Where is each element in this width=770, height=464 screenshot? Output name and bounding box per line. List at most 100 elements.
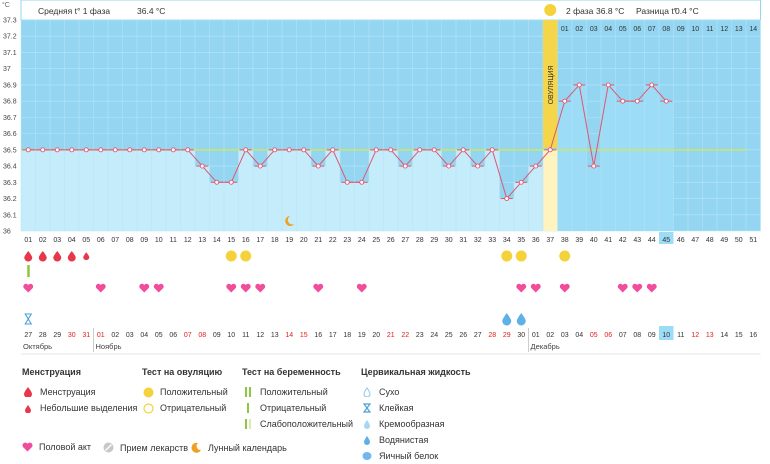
date-label: 18 (343, 332, 351, 339)
temp-bar (572, 84, 587, 231)
temp-bar (195, 166, 210, 231)
temp-point (634, 98, 640, 104)
legend-preg-positive: Положительный (260, 387, 328, 397)
date-label: 23 (416, 332, 424, 339)
temp-bar (282, 149, 297, 231)
cycle-day-label: 05 (82, 237, 90, 244)
temp-bar (166, 149, 181, 231)
date-label: 08 (633, 332, 641, 339)
diff-label: Разница t° (636, 6, 677, 16)
temp-point (112, 147, 118, 153)
phase1-label: Средняя t° 1 фаза (38, 6, 110, 16)
cycle-day-label: 17 (256, 237, 264, 244)
menstruation-drop-icon (53, 251, 62, 262)
cycle-day-label: 30 (445, 237, 453, 244)
y-tick-label: 37 (3, 66, 11, 73)
date-label: 30 (68, 332, 76, 339)
heart-icon (530, 283, 541, 293)
temp-bar (209, 182, 224, 231)
temp-bar (224, 182, 239, 231)
cycle-day-label: 36 (532, 237, 540, 244)
date-label: 04 (140, 332, 148, 339)
date-label: 09 (648, 332, 656, 339)
date-label: 09 (213, 332, 221, 339)
date-label: 16 (749, 332, 757, 339)
diff-value: 0.4 °C (675, 6, 699, 16)
temp-bar (137, 149, 152, 231)
temp-point (185, 147, 191, 153)
spotting-drop-icon (83, 252, 90, 261)
legend-moon: Лунный календарь (191, 442, 287, 453)
date-label: 03 (126, 332, 134, 339)
temp-bar (296, 149, 311, 231)
legend-moon-label: Лунный календарь (208, 442, 287, 453)
heart-icon (559, 283, 570, 293)
cycle-day-label: 39 (575, 237, 583, 244)
temp-bar (35, 149, 50, 231)
y-unit-label: °C (2, 1, 10, 9)
cycle-day-label: 49 (720, 237, 728, 244)
date-label: 12 (256, 332, 264, 339)
phase2-axis-label: 14 (749, 26, 757, 33)
temp-point (243, 147, 249, 153)
pregnancy-test-bar-icon (27, 265, 30, 277)
cycle-day-label: 26 (387, 237, 395, 244)
temp-bar (630, 101, 645, 232)
cycle-day-label: 03 (53, 237, 61, 244)
phase2-axis-label: 12 (720, 26, 728, 33)
temp-point (649, 82, 655, 88)
cycle-day-label: 31 (459, 237, 467, 244)
y-tick-label: 36.3 (3, 180, 17, 187)
temp-point (170, 147, 176, 153)
date-label: 15 (735, 332, 743, 339)
temp-bar (441, 166, 456, 231)
phase2-axis-label: 02 (575, 26, 583, 33)
cycle-day-label: 46 (677, 237, 685, 244)
legend-ov-positive: Положительный (160, 387, 228, 397)
temp-point (562, 98, 568, 104)
date-label: 31 (82, 332, 90, 339)
cycle-day-label: 41 (604, 237, 612, 244)
legend-cerv-eggwhite: Яичный белок (379, 451, 439, 461)
date-label: 13 (271, 332, 279, 339)
phase2-axis-label: 13 (735, 26, 743, 33)
temp-point (359, 179, 365, 185)
temp-bar (122, 149, 137, 231)
temp-bar (325, 149, 340, 231)
cycle-day-label: 11 (170, 237, 177, 244)
phase2-axis-label: 11 (706, 26, 713, 33)
temp-point (547, 147, 553, 153)
heart-icon (516, 283, 527, 293)
date-label: 06 (169, 332, 177, 339)
cycle-day-label: 21 (314, 237, 322, 244)
legend-ovulation-test: Тест на овуляцию Положительный Отрицател… (142, 367, 228, 416)
phase2-axis-label: 04 (604, 26, 612, 33)
date-label: 15 (300, 332, 308, 339)
temp-bar (267, 149, 282, 231)
sticky-icon (24, 313, 33, 325)
phase2-axis-label: 06 (633, 26, 641, 33)
heart-icon (95, 283, 106, 293)
temp-bar (557, 101, 572, 232)
date-label: 04 (575, 332, 583, 339)
temp-point (402, 163, 408, 169)
y-tick-label: 36.5 (3, 147, 17, 154)
date-label: 20 (372, 332, 380, 339)
temp-bar (601, 84, 616, 231)
y-tick-label: 36.4 (3, 164, 17, 171)
cycle-day-label: 33 (488, 237, 496, 244)
date-label: 07 (184, 332, 192, 339)
heart-icon (313, 283, 324, 293)
temp-bar (180, 149, 195, 231)
bbt-chart: °C Средняя t° 1 фаза 36.4 °C 2 фаза 36.8 °… (2, 0, 761, 355)
temp-point (25, 147, 31, 153)
temp-bar (108, 149, 123, 231)
cycle-day-label: 10 (155, 237, 163, 244)
legend-cerv-creamy: Кремообразная (379, 419, 445, 429)
date-label: 11 (677, 332, 684, 339)
heart-icon (646, 283, 657, 293)
cycle-day-label: 18 (271, 237, 279, 244)
date-label: 01 (97, 332, 105, 339)
cycle-day-label: 44 (648, 237, 656, 244)
date-label: 02 (111, 332, 119, 339)
